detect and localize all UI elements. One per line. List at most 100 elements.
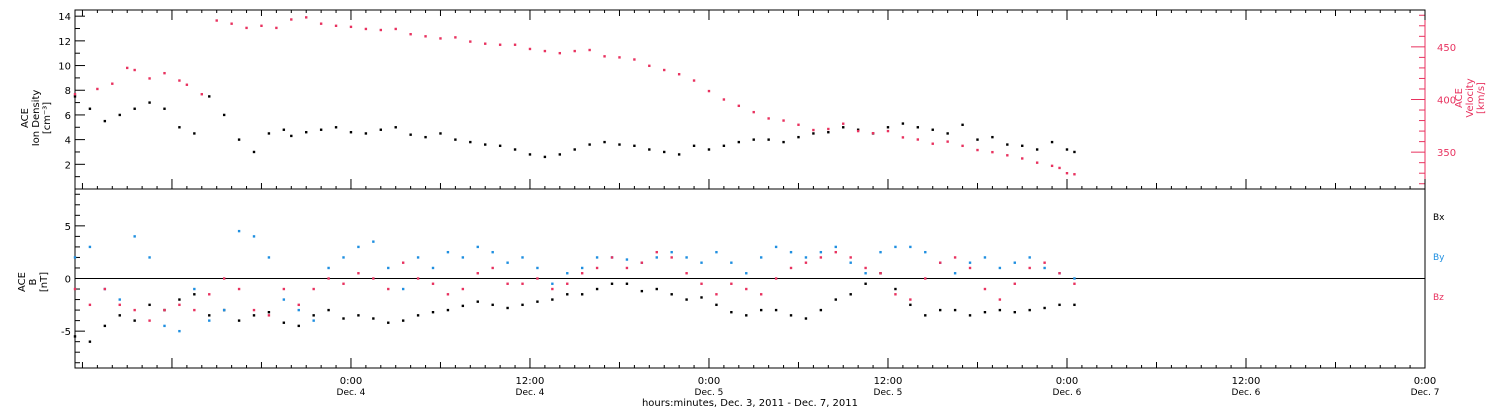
x-tick-label-day: Dec. 5 — [695, 388, 724, 398]
velocity-point — [215, 19, 218, 22]
velocity-point — [737, 104, 741, 108]
bx-point — [536, 300, 539, 303]
velocity-point — [185, 83, 189, 86]
bx-point — [685, 298, 688, 301]
velocity-point — [133, 68, 136, 72]
density-point — [454, 138, 457, 141]
bx-point — [745, 314, 748, 317]
bz-point — [461, 287, 465, 291]
bz-point — [342, 282, 345, 285]
x-tick-label-day: Dec. 6 — [1232, 388, 1261, 398]
bx-point — [118, 314, 121, 317]
x-tick-label-time: 12:00 — [1232, 376, 1261, 387]
density-point — [290, 134, 293, 138]
bz-point — [133, 308, 136, 312]
bz-point — [1028, 266, 1031, 270]
velocity-point — [424, 35, 427, 38]
velocity-point — [484, 42, 487, 45]
b-field-axis-label-line-2: B — [28, 278, 39, 285]
bz-point — [715, 293, 718, 296]
velocity-point — [633, 58, 636, 61]
by-point — [222, 308, 226, 312]
density-point — [208, 95, 211, 98]
bz-point — [998, 298, 1002, 301]
bz-point — [327, 277, 330, 280]
by-point — [804, 256, 808, 259]
density-point — [319, 128, 323, 131]
bz-point — [804, 261, 808, 264]
by-point — [849, 261, 852, 264]
by-point — [178, 329, 181, 333]
bz-point — [521, 282, 524, 285]
bz-point — [670, 256, 673, 259]
by-point — [387, 266, 390, 270]
b-field-axis-label-line-1: ACE — [17, 272, 28, 292]
bz-point — [252, 308, 256, 312]
density-point — [133, 107, 136, 110]
top-panel-frame — [74, 9, 1426, 190]
by-point — [416, 256, 420, 259]
bx-point — [1028, 308, 1031, 312]
density-tick-label: 2 — [65, 160, 71, 171]
bx-point — [431, 310, 435, 314]
bx-point — [401, 319, 405, 322]
velocity-point — [394, 27, 397, 31]
bx-point — [416, 314, 420, 317]
density-point — [752, 138, 755, 141]
bz-point — [700, 282, 703, 285]
velocity-series — [73, 16, 1076, 176]
bx-point — [148, 303, 151, 307]
velocity-point — [319, 22, 323, 25]
density-point — [1050, 140, 1054, 144]
density-point — [1021, 144, 1024, 147]
x-tick-label-time: 0:00 — [340, 376, 362, 387]
density-tick-label: 8 — [65, 86, 71, 97]
by-point — [789, 250, 793, 254]
density-tick-label: 14 — [58, 12, 71, 23]
density-point — [103, 119, 107, 123]
velocity-point — [260, 24, 263, 27]
velocity-point — [946, 140, 949, 143]
density-point — [842, 126, 845, 129]
density-point — [409, 133, 412, 136]
velocity-point — [469, 40, 472, 43]
bz-point — [193, 308, 196, 312]
legend-by: By — [1433, 253, 1445, 263]
by-point — [282, 298, 286, 301]
velocity-tick-label: 400 — [1437, 96, 1456, 107]
x-tick-label-time: 12:00 — [516, 376, 545, 387]
bx-point — [1013, 310, 1016, 314]
density-point — [73, 95, 77, 98]
bz-point — [372, 277, 375, 280]
bx-point — [133, 319, 136, 322]
bz-point — [789, 266, 793, 270]
bz-point — [237, 287, 241, 291]
bx-point — [342, 317, 345, 320]
velocity-point — [305, 16, 308, 19]
by-point — [864, 272, 867, 275]
by-point — [267, 256, 271, 259]
by-point — [446, 250, 450, 254]
x-tick-label-time: 0:00 — [1056, 376, 1078, 387]
by-point — [983, 256, 987, 259]
bz-point — [774, 277, 778, 280]
bx-point — [491, 303, 494, 307]
density-point — [498, 144, 502, 147]
density-point — [827, 131, 830, 134]
bx-point — [595, 287, 599, 291]
by-point — [909, 245, 912, 249]
velocity-point — [588, 48, 591, 52]
density-point — [916, 126, 920, 129]
density-point — [349, 131, 353, 134]
bx-point — [715, 303, 718, 307]
density-point — [424, 135, 427, 139]
density-point — [1065, 148, 1069, 151]
legend-bx: Bx — [1433, 213, 1445, 223]
by-point — [297, 308, 300, 312]
velocity-point — [618, 56, 621, 59]
bz-point — [655, 250, 658, 254]
density-tick-label: 4 — [65, 136, 71, 147]
bx-point — [387, 321, 390, 324]
bx-point — [774, 308, 778, 312]
